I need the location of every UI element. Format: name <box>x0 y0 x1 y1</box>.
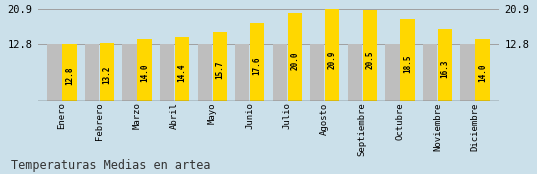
Text: 20.5: 20.5 <box>365 51 374 69</box>
Bar <box>310 44 324 101</box>
Text: 14.0: 14.0 <box>140 64 149 82</box>
Text: 12.8: 12.8 <box>65 66 74 85</box>
Text: 13.2: 13.2 <box>103 65 112 84</box>
Bar <box>85 44 99 101</box>
Bar <box>235 44 249 101</box>
Bar <box>400 19 415 101</box>
Bar <box>160 44 175 101</box>
Bar <box>100 43 114 101</box>
Text: 16.3: 16.3 <box>440 59 449 78</box>
Text: 17.6: 17.6 <box>253 57 262 75</box>
Bar <box>385 44 400 101</box>
Text: Temperaturas Medias en artea: Temperaturas Medias en artea <box>11 159 211 172</box>
Bar <box>288 13 302 101</box>
Bar <box>175 37 189 101</box>
Bar <box>438 29 452 101</box>
Bar <box>460 44 475 101</box>
Bar <box>62 44 77 101</box>
Text: 20.9: 20.9 <box>328 50 337 69</box>
Bar <box>362 10 377 101</box>
Bar <box>348 44 362 101</box>
Bar <box>475 39 490 101</box>
Bar <box>273 44 287 101</box>
Bar <box>213 32 227 101</box>
Bar <box>423 44 437 101</box>
Text: 14.0: 14.0 <box>478 64 487 82</box>
Bar <box>250 23 264 101</box>
Bar <box>137 39 152 101</box>
Bar <box>47 44 62 101</box>
Text: 20.0: 20.0 <box>291 52 299 70</box>
Text: 14.4: 14.4 <box>178 63 187 82</box>
Bar <box>122 44 137 101</box>
Bar <box>198 44 212 101</box>
Bar <box>325 9 339 101</box>
Text: 15.7: 15.7 <box>215 61 224 79</box>
Text: 18.5: 18.5 <box>403 55 412 73</box>
